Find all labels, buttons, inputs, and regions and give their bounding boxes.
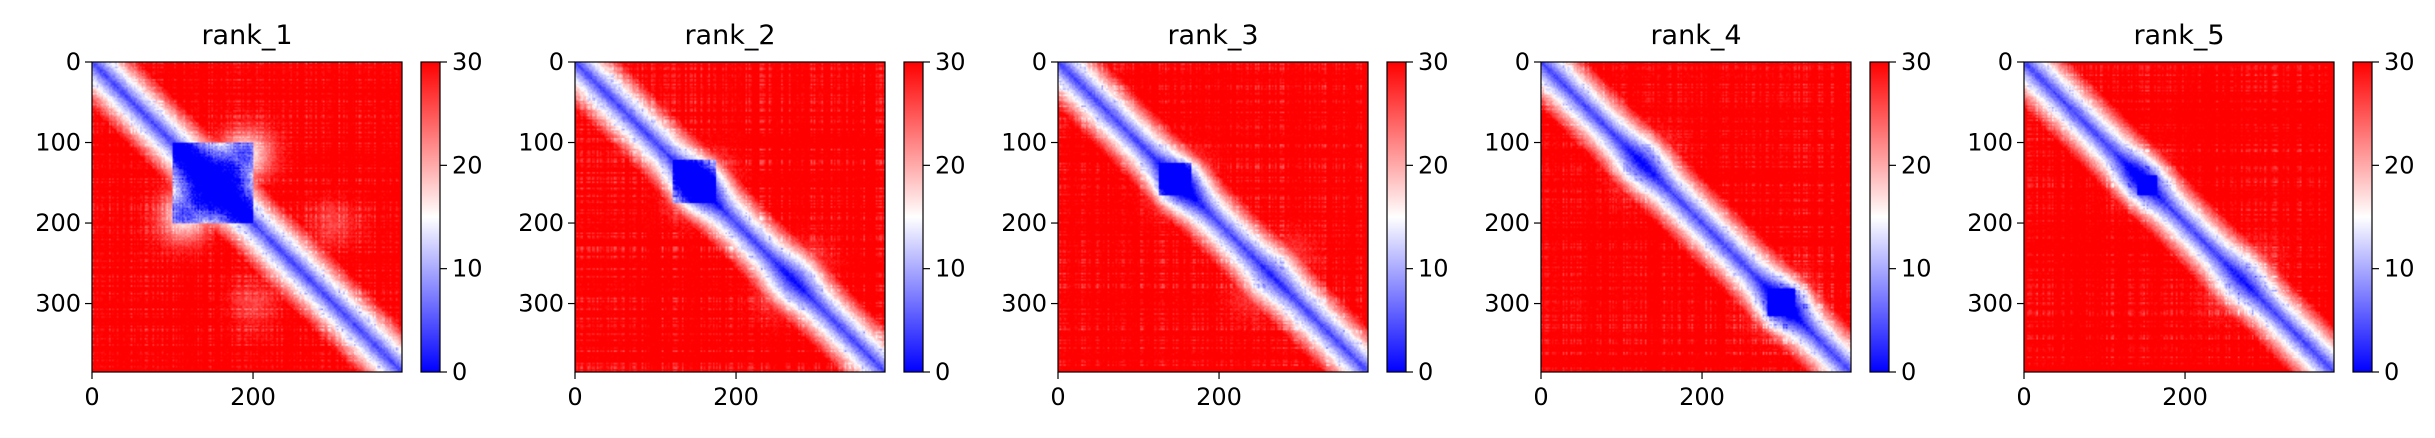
colorbar <box>420 61 441 373</box>
y-tick-label: 200 <box>1967 209 2013 237</box>
colorbar-tick-label: 10 <box>452 255 483 283</box>
heatmap-image <box>575 62 885 372</box>
panel-rank_3: rank_3 0 200 0 100 200 300 0 10 20 30 <box>1001 20 1448 411</box>
colorbar-tick-label: 10 <box>935 255 966 283</box>
plot-frame <box>1540 61 1852 373</box>
y-tick-label: 200 <box>1484 209 1530 237</box>
plot-frame <box>1057 61 1369 373</box>
y-tick-label: 0 <box>66 48 81 76</box>
colorbar-tick-label: 30 <box>2384 48 2415 76</box>
heatmap-image <box>2024 62 2334 372</box>
colorbar-tick-label: 0 <box>2384 358 2399 386</box>
colorbar-tick-label: 30 <box>1901 48 1932 76</box>
plot-frame <box>2023 61 2335 373</box>
x-tick-label: 0 <box>84 383 99 411</box>
panel-rank_4: rank_4 0 200 0 100 200 300 0 10 20 30 <box>1484 20 1931 411</box>
colorbar-tick-label: 30 <box>935 48 966 76</box>
colorbar-tick-label: 20 <box>1418 151 1449 179</box>
x-tick-label: 200 <box>230 383 276 411</box>
y-tick-label: 100 <box>35 129 81 157</box>
heatmap-image <box>1058 62 1368 372</box>
x-tick-label: 200 <box>2162 383 2208 411</box>
y-tick-label: 100 <box>1001 129 1047 157</box>
panel-rank_1: rank_1 0 200 0 100 200 300 0 10 20 30 <box>35 20 482 411</box>
colorbar-tick-label: 10 <box>1901 255 1932 283</box>
colorbar-tick-label: 20 <box>452 151 483 179</box>
y-tick-label: 200 <box>1001 209 1047 237</box>
x-tick-label: 0 <box>1050 383 1065 411</box>
plot-frame <box>91 61 403 373</box>
colorbar-tick-label: 10 <box>1418 255 1449 283</box>
y-tick-label: 300 <box>35 290 81 318</box>
panel-title: rank_5 <box>2133 20 2224 51</box>
y-tick-label: 300 <box>1484 290 1530 318</box>
colorbar-tick-label: 20 <box>2384 151 2415 179</box>
colorbar-tick-label: 0 <box>935 358 950 386</box>
x-tick-label: 200 <box>1679 383 1725 411</box>
heatmap-image <box>1541 62 1851 372</box>
y-tick-label: 0 <box>549 48 564 76</box>
colorbar-tick-label: 30 <box>452 48 483 76</box>
panel-title: rank_4 <box>1650 20 1741 51</box>
colorbar-tick-label: 20 <box>935 151 966 179</box>
colorbar-tick-label: 0 <box>1418 358 1433 386</box>
plot-frame <box>574 61 886 373</box>
y-tick-label: 100 <box>518 129 564 157</box>
panel-title: rank_3 <box>1167 20 1258 51</box>
y-tick-label: 100 <box>1484 129 1530 157</box>
colorbar <box>2352 61 2373 373</box>
colorbar-tick-label: 30 <box>1418 48 1449 76</box>
x-tick-label: 200 <box>1196 383 1242 411</box>
panel-rank_5: rank_5 0 200 0 100 200 300 0 10 20 30 <box>1967 20 2414 411</box>
panel-title: rank_1 <box>201 20 292 51</box>
colorbar <box>1386 61 1407 373</box>
y-tick-label: 200 <box>35 209 81 237</box>
x-tick-label: 0 <box>567 383 582 411</box>
y-tick-label: 300 <box>1001 290 1047 318</box>
y-tick-label: 300 <box>518 290 564 318</box>
colorbar-tick-label: 0 <box>1901 358 1916 386</box>
x-tick-label: 0 <box>2016 383 2031 411</box>
colorbar-tick-label: 10 <box>2384 255 2415 283</box>
y-tick-label: 200 <box>518 209 564 237</box>
y-tick-label: 0 <box>1998 48 2013 76</box>
colorbar <box>1869 61 1890 373</box>
colorbar <box>903 61 924 373</box>
x-tick-label: 200 <box>713 383 759 411</box>
heatmap-image <box>92 62 402 372</box>
colorbar-tick-label: 20 <box>1901 151 1932 179</box>
x-tick-label: 0 <box>1533 383 1548 411</box>
panel-rank_2: rank_2 0 200 0 100 200 300 0 10 20 30 <box>518 20 965 411</box>
colorbar-tick-label: 0 <box>452 358 467 386</box>
y-tick-label: 0 <box>1515 48 1530 76</box>
y-tick-label: 100 <box>1967 129 2013 157</box>
panel-title: rank_2 <box>684 20 775 51</box>
y-tick-label: 300 <box>1967 290 2013 318</box>
y-tick-label: 0 <box>1032 48 1047 76</box>
